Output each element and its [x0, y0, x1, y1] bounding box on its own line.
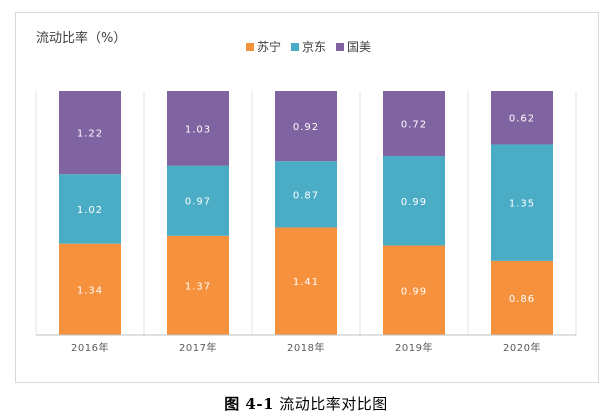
data-label: 1.35: [509, 199, 535, 210]
data-label: 1.03: [185, 124, 211, 135]
legend: 苏宁 京东 国美: [246, 39, 371, 54]
data-label: 0.86: [509, 294, 535, 305]
data-label: 0.62: [509, 114, 535, 125]
data-label: 0.72: [401, 120, 427, 131]
bar-stack-3: 0.99 0.99 0.72: [383, 91, 445, 335]
x-tick-label: 2017年: [179, 341, 217, 354]
data-label: 1.22: [77, 129, 103, 140]
legend-item-2: 国美: [336, 40, 371, 54]
bar-segment: [491, 144, 553, 261]
data-label: 0.99: [401, 286, 427, 297]
legend-label: 苏宁: [257, 39, 281, 54]
data-label: 1.41: [293, 277, 319, 288]
bar-segment: [167, 91, 229, 166]
legend-item-1: 京东: [291, 40, 326, 54]
legend-label: 国美: [347, 40, 371, 54]
x-axis: 2016年 2017年 2018年 2019年 2020年: [36, 334, 576, 354]
bar-segment: [275, 91, 337, 162]
data-label: 1.37: [185, 281, 211, 292]
chart-frame: 流动比率（%） 苏宁 京东 国美 1.34 1.02 1.22 1.37 0.97 1.03 1…: [15, 12, 599, 383]
data-label: 0.99: [401, 197, 427, 208]
legend-swatch: [291, 43, 299, 51]
chart-title: 流动比率（%）: [36, 30, 126, 46]
bar-stack-1: 1.37 0.97 1.03: [167, 91, 229, 335]
legend-swatch: [246, 43, 254, 51]
data-label: 0.92: [293, 122, 319, 133]
bar-stack-2: 1.41 0.87 0.92: [275, 91, 337, 335]
x-tick-label: 2018年: [287, 341, 325, 354]
bar-segment: [275, 227, 337, 335]
bar-segment: [167, 235, 229, 335]
bar-segment: [383, 245, 445, 335]
bar-stack-4: 0.86 1.35 0.62: [491, 91, 553, 335]
chart: 流动比率（%） 苏宁 京东 国美 1.341.021.221.370.971.031…: [35, 30, 577, 354]
bar-segment: [383, 91, 445, 157]
bar-segment: [59, 243, 121, 335]
data-label: 0.97: [185, 197, 211, 208]
data-label: 1.02: [77, 205, 103, 216]
legend-item-0: 苏宁: [246, 39, 281, 54]
figure-caption: 图 4-1 流动比率对比图: [0, 393, 612, 414]
data-label: 0.87: [293, 190, 319, 201]
x-tick-label: 2016年: [71, 341, 109, 354]
bar-segment: [59, 91, 121, 175]
data-label: 1.34: [77, 285, 103, 296]
legend-swatch: [336, 43, 344, 51]
bar-segment: [167, 165, 229, 236]
bar-segment: [275, 161, 337, 228]
x-tick-label: 2019年: [395, 341, 433, 354]
x-tick-label: 2020年: [503, 341, 541, 354]
caption-text: 流动比率对比图: [279, 395, 388, 413]
bar-segment: [491, 91, 553, 145]
bar-segment: [59, 174, 121, 244]
caption-label: 图 4-1: [224, 395, 275, 413]
bar-stack-0: 1.34 1.02 1.22: [59, 91, 121, 335]
legend-label: 京东: [302, 40, 326, 54]
bar-segment: [491, 260, 553, 335]
bar-segment: [383, 156, 445, 246]
plot-grid: [35, 91, 577, 335]
bars: 1.34 1.02 1.22 1.37 0.97 1.03 1.41 0.87 0.92 0.99…: [59, 91, 553, 335]
